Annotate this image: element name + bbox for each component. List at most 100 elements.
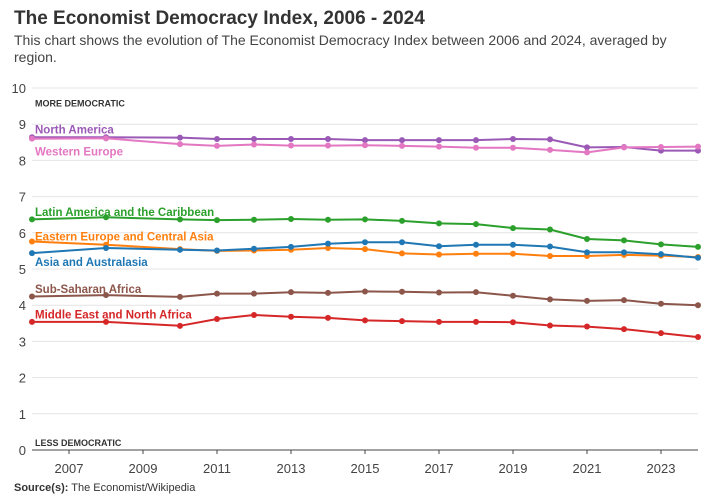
data-point [473,144,479,151]
data-point [103,318,109,325]
data-point [362,216,368,223]
data-point [547,226,553,233]
data-point [325,314,331,321]
data-point [288,142,294,149]
x-tick-label: 2009 [129,461,158,476]
data-point [399,318,405,325]
data-point [214,315,220,322]
data-point [621,144,627,151]
x-tick-label: 2007 [55,461,84,476]
data-point [584,297,590,304]
data-point [288,136,294,143]
data-point [658,144,664,151]
data-point [103,292,109,299]
x-tick-label: 2013 [277,461,306,476]
x-tick-label: 2017 [425,461,454,476]
data-point [547,243,553,250]
data-point [473,241,479,248]
data-point [103,135,109,142]
data-point [510,292,516,299]
data-point [473,289,479,296]
annotation-less-democratic: LESS DEMOCRATIC [35,438,122,448]
series-label: Eastern Europe and Central Asia [35,231,214,243]
data-point [621,326,627,333]
data-point [695,243,701,250]
chart-title: The Economist Democracy Index, 2006 - 20… [14,8,425,29]
data-point [584,249,590,256]
data-point [695,143,701,150]
data-point [251,141,257,148]
data-point [510,241,516,248]
data-point [325,289,331,296]
data-point [584,235,590,242]
y-tick-label: 4 [19,298,26,313]
data-point [325,245,331,252]
data-point [621,249,627,256]
x-tick-label: 2021 [573,461,602,476]
data-point [362,288,368,295]
data-point [214,217,220,224]
y-tick-label: 2 [19,371,26,386]
data-point [510,225,516,232]
data-point [362,246,368,253]
annotation-more-democratic: MORE DEMOCRATIC [35,98,125,108]
data-point [473,137,479,144]
data-point [288,216,294,223]
data-point [177,134,183,141]
x-tick-label: 2023 [647,461,676,476]
data-point [584,149,590,156]
x-tick-label: 2011 [203,461,231,476]
data-point [436,143,442,150]
series-label: Latin America and the Caribbean [35,207,214,219]
data-point [621,237,627,244]
data-point [29,216,35,223]
y-tick-label: 5 [19,262,26,277]
data-point [214,136,220,143]
data-point [510,250,516,257]
data-point [251,311,257,318]
chart-subtitle: This chart shows the evolution of The Ec… [14,32,667,65]
data-point [436,220,442,227]
data-point [399,250,405,257]
data-point [177,141,183,148]
data-point [251,245,257,252]
data-point [399,137,405,144]
data-point [177,216,183,223]
data-point [658,330,664,337]
data-point [399,239,405,246]
data-point [399,217,405,224]
source-label: Source(s): [14,482,69,494]
y-tick-label: 8 [19,153,26,168]
data-point [177,246,183,253]
data-point [325,216,331,223]
source-text: The Economist/Wikipedia [68,482,196,494]
series-label: Sub-Saharan Africa [35,284,142,296]
data-point [103,245,109,252]
data-point [29,135,35,142]
data-point [288,313,294,320]
data-point [399,288,405,295]
data-point [436,243,442,250]
data-point [695,334,701,341]
data-point [658,241,664,248]
y-tick-label: 6 [19,226,26,241]
y-tick-label: 1 [19,407,26,422]
data-point [436,137,442,144]
data-point [214,247,220,254]
x-tick-label: 2015 [351,461,380,476]
data-point [436,289,442,296]
x-tick-label: 2019 [499,461,528,476]
data-point [288,243,294,250]
data-point [473,250,479,257]
data-point [29,238,35,245]
data-point [658,300,664,307]
data-point [473,221,479,228]
data-point [177,322,183,329]
data-point [510,319,516,326]
data-point [584,323,590,330]
data-point [584,144,590,151]
data-point [510,136,516,143]
data-point [362,239,368,246]
data-point [362,142,368,149]
data-point [695,254,701,261]
